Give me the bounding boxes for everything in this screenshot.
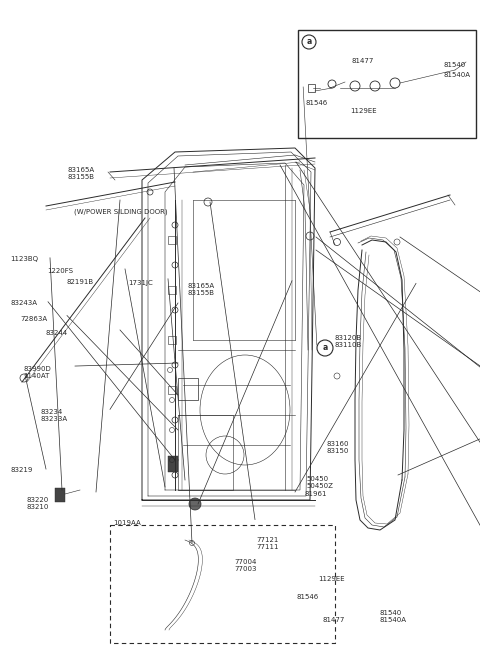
Bar [168, 236, 176, 244]
Text: 81961: 81961 [304, 491, 327, 497]
Text: 1731JC: 1731JC [129, 280, 154, 286]
Text: 50450
50450Z: 50450 50450Z [306, 476, 333, 489]
Text: 81546: 81546 [297, 594, 319, 600]
Bar [298, 30, 476, 138]
Text: 83220
83210: 83220 83210 [26, 497, 49, 510]
Bar [55, 488, 65, 502]
Text: 81477: 81477 [323, 617, 345, 623]
Bar [168, 286, 176, 294]
Bar [178, 378, 198, 400]
Text: 81477: 81477 [352, 58, 374, 64]
Text: 1220FS: 1220FS [47, 268, 73, 274]
Bar [110, 525, 335, 643]
Text: 83219: 83219 [11, 467, 33, 473]
Text: 81540: 81540 [444, 62, 466, 68]
Bar [168, 336, 176, 344]
Bar [178, 415, 233, 490]
Circle shape [317, 340, 333, 356]
Text: 81546: 81546 [305, 100, 327, 106]
Text: 83120B
83110B: 83120B 83110B [334, 335, 361, 348]
Text: 82191B: 82191B [66, 279, 94, 285]
Text: 81540
81540A: 81540 81540A [379, 610, 406, 623]
Text: a: a [306, 37, 312, 47]
Text: 81540A: 81540A [444, 72, 471, 78]
Circle shape [189, 498, 201, 510]
Text: 1129EE: 1129EE [350, 108, 377, 114]
Text: 1123BQ: 1123BQ [11, 256, 38, 262]
Text: 83234
83233A: 83234 83233A [41, 409, 68, 422]
Text: 83990D
1140AT: 83990D 1140AT [23, 366, 51, 379]
Text: 1019AA: 1019AA [113, 520, 141, 526]
Text: 1129EE: 1129EE [318, 576, 344, 582]
Text: 83165A
83155B: 83165A 83155B [67, 167, 95, 180]
Text: 83244: 83244 [46, 330, 68, 336]
Text: 72863A: 72863A [20, 316, 48, 321]
Text: 77004
77003: 77004 77003 [234, 559, 257, 572]
Bar [308, 84, 315, 92]
Text: 83165A
83155B: 83165A 83155B [187, 283, 215, 297]
Text: 83243A: 83243A [11, 300, 37, 306]
Text: 83160
83150: 83160 83150 [326, 441, 349, 454]
Text: a: a [323, 344, 328, 352]
Text: 77121
77111: 77121 77111 [257, 537, 279, 550]
Bar [168, 386, 176, 394]
Bar [168, 456, 178, 472]
Text: (W/POWER SILDING DOOR): (W/POWER SILDING DOOR) [74, 209, 168, 215]
